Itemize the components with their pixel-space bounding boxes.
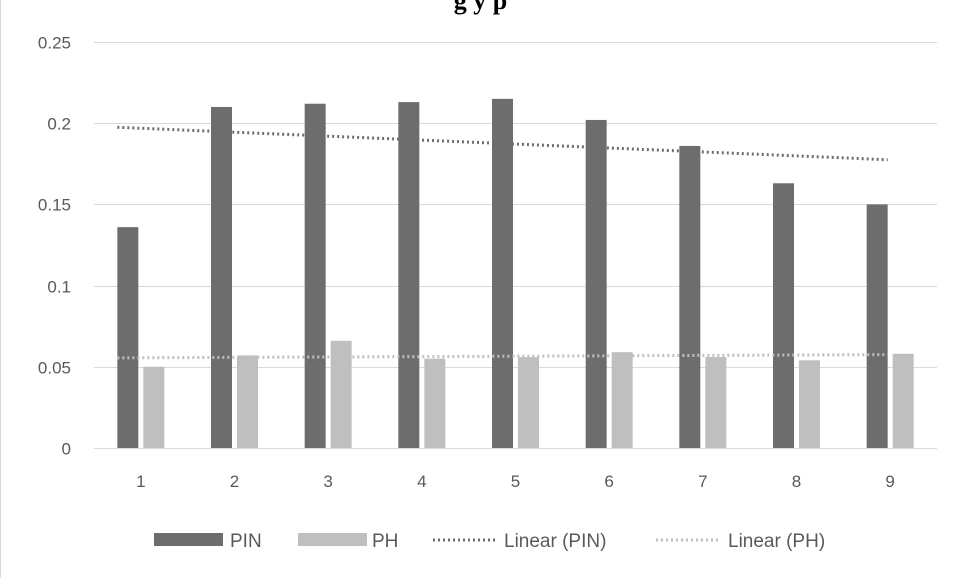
bar-pin-4 — [398, 102, 420, 448]
chart-title: g y p — [453, 0, 508, 15]
bar-pin-2 — [211, 106, 232, 449]
x-tick-label: 4 — [417, 472, 426, 491]
grid-layer — [94, 42, 937, 449]
x-tick-label: 2 — [230, 472, 239, 491]
x-tick-label: 7 — [698, 472, 707, 491]
bar-pin-6 — [585, 119, 607, 449]
bar-ph-7 — [705, 357, 727, 448]
legend-label: PH — [372, 531, 398, 552]
x-tick-label: 6 — [604, 472, 613, 491]
bar-pin-3 — [304, 103, 326, 448]
x-tick-label: 5 — [511, 472, 520, 491]
y-axis-ticks: 0 0.05 0.1 0.15 0.2 0.25 — [38, 34, 71, 459]
legend-label: Linear (PH) — [728, 531, 825, 552]
bar-ph-8 — [799, 360, 820, 448]
bar-ph-9 — [892, 353, 914, 448]
legend: PIN PH Linear (PIN) Linear (PH) — [154, 531, 825, 552]
y-tick-label: 0.15 — [38, 196, 71, 215]
x-tick-label: 3 — [323, 472, 332, 491]
bar-pin-1 — [117, 227, 139, 448]
bar-ph-5 — [518, 357, 539, 448]
bar-pin-7 — [679, 145, 701, 448]
x-tick-label: 1 — [136, 472, 145, 491]
y-tick-label: 0.2 — [47, 115, 71, 134]
trendline-layer — [117, 125, 888, 360]
bar-ph-2 — [237, 355, 258, 448]
bar-ph-1 — [143, 366, 165, 448]
legend-label: Linear (PIN) — [504, 531, 606, 552]
trendline-pin — [117, 125, 888, 162]
bar-layer — [117, 98, 914, 449]
x-tick-label: 8 — [792, 472, 801, 491]
bar-pin-9 — [866, 204, 888, 448]
legend-swatch — [154, 533, 223, 546]
x-tick-label: 9 — [885, 472, 894, 491]
bar-pin-8 — [773, 183, 794, 448]
bar-pin-5 — [492, 98, 513, 448]
legend-swatch — [298, 533, 367, 546]
bar-ph-6 — [611, 352, 633, 448]
y-tick-label: 0.1 — [47, 278, 71, 297]
y-tick-label: 0.05 — [38, 359, 71, 378]
x-axis-ticks: 1 2 3 4 5 6 7 8 9 — [136, 472, 895, 491]
bar-ph-4 — [424, 358, 446, 448]
y-tick-label: 0 — [62, 440, 71, 459]
y-tick-label: 0.25 — [38, 34, 71, 53]
trendline-ph — [117, 353, 888, 360]
legend-label: PIN — [230, 531, 262, 552]
bar-ph-3 — [330, 340, 352, 448]
